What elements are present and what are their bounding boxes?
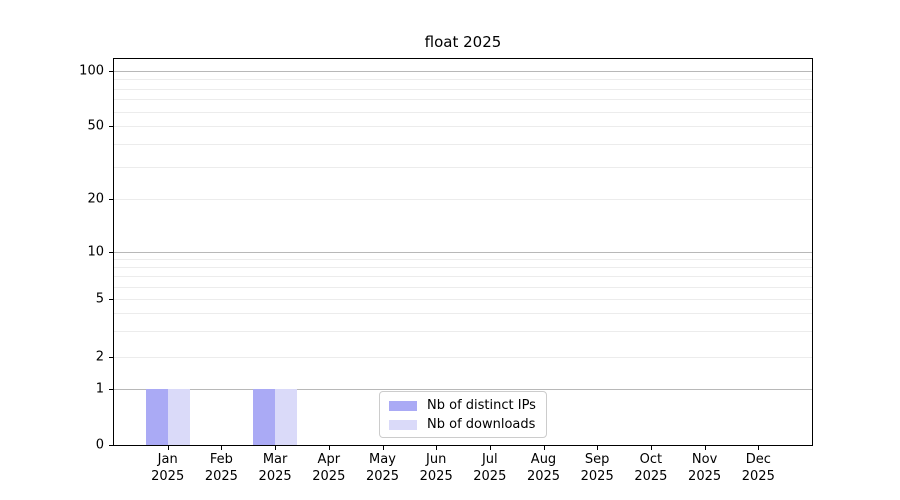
x-tick-label-line: 2025 <box>365 468 400 484</box>
x-tick-label: Aug 2025 <box>512 452 576 485</box>
y-tick-label: 2 <box>95 349 104 365</box>
minor-gridline <box>114 88 812 90</box>
x-tick-label-line: 2025 <box>312 468 346 484</box>
minor-gridline <box>114 286 812 288</box>
x-tick-label: Jan 2025 <box>136 452 200 485</box>
x-tick-label: Feb 2025 <box>189 452 253 485</box>
x-axis-tick <box>382 446 384 450</box>
x-axis-tick <box>489 446 491 450</box>
y-axis-tick <box>109 445 113 446</box>
x-tick-label-line: Dec <box>745 452 771 467</box>
x-axis-tick <box>543 446 545 450</box>
y-tick-label: 5 <box>95 291 104 307</box>
x-tick-label: Mar 2025 <box>243 452 307 485</box>
x-tick-label-line: Apr <box>317 452 341 467</box>
x-tick-label: Nov 2025 <box>673 452 737 485</box>
minor-gridline <box>114 126 812 127</box>
minor-gridline <box>114 313 812 315</box>
minor-gridline <box>114 266 812 268</box>
legend-item: Nb of distinct IPs <box>380 396 546 415</box>
legend-item-label: Nb of distinct IPs <box>427 398 536 413</box>
x-axis-tick <box>758 446 760 450</box>
y-axis-tick <box>109 357 113 358</box>
minor-gridline <box>114 331 812 333</box>
x-tick-label-line: May <box>369 452 396 467</box>
y-tick-label: 50 <box>87 118 104 134</box>
x-axis-tick <box>167 446 169 450</box>
x-tick-label: Oct 2025 <box>619 452 683 485</box>
x-tick-label-line: 2025 <box>151 468 185 484</box>
y-tick-label: 100 <box>79 63 104 79</box>
legend-swatch <box>389 400 417 411</box>
x-tick-label-line: 2025 <box>204 468 238 484</box>
y-axis-tick <box>109 71 113 72</box>
plot-area: float 2025 0 1 2 5 10 20 50 100 Jan 2025 Feb 2025 Ma… <box>79 33 813 484</box>
x-tick-label-line: Sep <box>584 452 610 467</box>
minor-gridline <box>114 299 812 300</box>
bar-mar-series1 <box>275 389 298 445</box>
minor-gridline <box>114 79 812 81</box>
x-tick-label-line: Feb <box>209 452 233 467</box>
x-tick-label-line: Nov <box>691 452 718 467</box>
bar-mar-series0 <box>253 389 276 445</box>
minor-gridline <box>114 258 812 260</box>
x-tick-label-line: Oct <box>639 452 663 467</box>
x-tick-label: Jun 2025 <box>404 452 468 485</box>
x-tick-label-line: 2025 <box>688 468 722 484</box>
y-tick-label: 20 <box>87 191 104 207</box>
x-tick-label-line: Jun <box>426 452 447 467</box>
x-tick-label-line: 2025 <box>258 468 292 484</box>
bar-jan-series1 <box>167 389 190 445</box>
minor-gridline <box>114 199 812 200</box>
x-tick-label-line: 2025 <box>580 468 614 484</box>
x-tick-label: Apr 2025 <box>297 452 361 485</box>
x-tick-label-line: 2025 <box>526 468 561 484</box>
y-axis-tick <box>109 251 113 253</box>
x-tick-label-line: Mar <box>262 452 288 467</box>
y-tick-label: 0 <box>95 437 104 453</box>
x-tick-label-line: 2025 <box>634 468 668 484</box>
y-axis-tick <box>109 126 113 127</box>
x-axis-tick <box>650 446 652 450</box>
minor-gridline <box>114 143 812 145</box>
y-axis-tick <box>109 199 113 200</box>
x-tick-label: May 2025 <box>351 452 415 485</box>
minor-gridline <box>114 99 812 101</box>
x-axis-tick <box>328 446 330 450</box>
x-tick-label-line: Jul <box>481 452 498 467</box>
x-tick-label-line: 2025 <box>419 468 453 484</box>
major-gridline <box>114 389 812 390</box>
chart-title: float 2025 <box>424 33 502 51</box>
y-axis-tick <box>109 299 113 300</box>
bar-jan-series0 <box>145 389 168 445</box>
x-tick-label-line: 2025 <box>741 468 775 484</box>
x-axis-tick <box>597 446 599 450</box>
minor-gridline <box>114 111 812 113</box>
x-axis-tick <box>704 446 706 450</box>
x-tick-label: Jul 2025 <box>458 452 522 485</box>
x-tick-label-line: Jan <box>157 452 178 467</box>
y-tick-label: 1 <box>95 381 104 397</box>
x-tick-label-line: Aug <box>530 452 557 467</box>
major-gridline <box>114 251 812 253</box>
x-tick-label: Sep 2025 <box>565 452 629 485</box>
legend-rows: Nb of distinct IPs Nb of downloads <box>380 396 546 434</box>
x-axis-tick <box>436 446 438 450</box>
minor-gridline <box>114 357 812 358</box>
major-gridline <box>114 71 812 72</box>
y-axis-tick <box>109 389 113 390</box>
legend-swatch <box>389 419 417 430</box>
x-tick-label: Dec 2025 <box>726 452 790 485</box>
y-tick-label: 10 <box>87 244 104 259</box>
legend-item: Nb of downloads <box>380 415 546 434</box>
x-axis-tick <box>221 446 223 450</box>
legend-item-label: Nb of downloads <box>427 417 536 432</box>
legend: Nb of distinct IPs Nb of downloads <box>379 391 547 438</box>
x-tick-label-line: 2025 <box>473 468 507 484</box>
x-axis-tick <box>275 446 277 450</box>
minor-gridline <box>114 166 812 168</box>
minor-gridline <box>114 275 812 277</box>
